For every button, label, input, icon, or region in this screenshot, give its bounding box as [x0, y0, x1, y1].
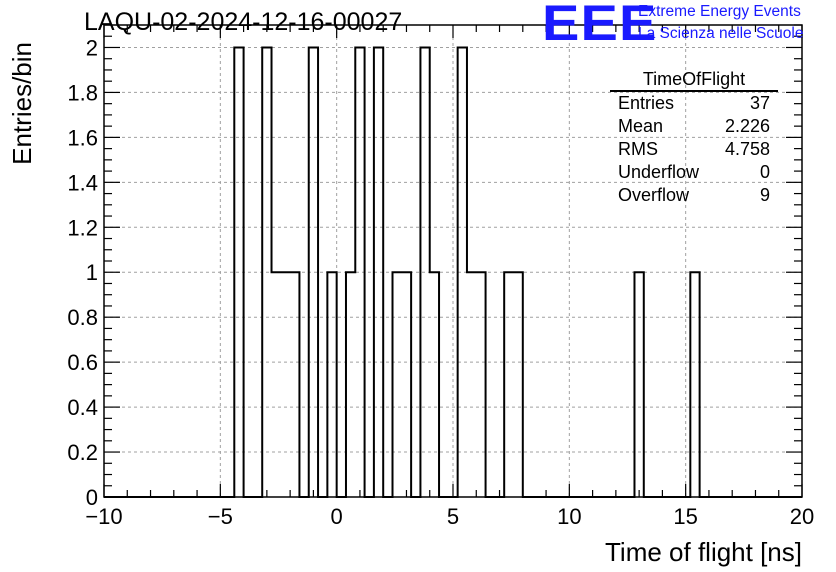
stats-value: 9	[759, 185, 770, 205]
x-axis-label: Time of flight [ns]	[605, 537, 802, 567]
stats-value: 37	[749, 93, 770, 113]
brand-name-line: Extreme Energy Events	[638, 3, 801, 20]
histogram-bin	[504, 272, 513, 497]
stats-label: Overflow	[618, 185, 690, 205]
y-tick-label: 0.4	[67, 395, 98, 420]
histogram-bin	[476, 272, 485, 497]
stats-label: Underflow	[618, 162, 700, 182]
y-tick-label: 0.2	[67, 440, 98, 465]
histogram-bin	[346, 272, 355, 497]
x-tick-label: 0	[331, 504, 343, 529]
stats-row-overflow: Overflow 9	[610, 184, 778, 207]
brand-subtitle-line: La Scienza nelle Scuole	[638, 25, 804, 42]
stats-label: Mean	[618, 116, 664, 136]
chart-title: LAQU-02-2024-12-16-00027	[84, 8, 403, 36]
histogram-bin	[393, 272, 402, 497]
histogram-bin	[690, 272, 699, 497]
histogram-bin	[272, 272, 281, 497]
y-tick-label: 1.6	[67, 125, 98, 150]
stats-value: 2.226	[724, 116, 770, 136]
stats-row-underflow: Underflow 0	[610, 161, 778, 184]
histogram-bin	[327, 272, 336, 497]
stats-label: Entries	[618, 93, 675, 113]
histogram-bin	[430, 272, 439, 497]
histogram-bin	[634, 272, 643, 497]
stats-row-mean: Mean 2.226	[610, 115, 778, 138]
histogram-bin	[402, 272, 411, 497]
stats-row-entries: Entries 37	[610, 92, 778, 115]
y-tick-label: 1.2	[67, 215, 98, 240]
histogram-bin	[281, 272, 290, 497]
axis-ticks	[103, 24, 803, 498]
x-tick-label: 10	[557, 504, 581, 529]
histogram-bin	[467, 272, 476, 497]
stats-row-rms: RMS 4.758	[610, 138, 778, 161]
grid-lines	[104, 25, 802, 497]
x-tick-label: −5	[208, 504, 233, 529]
y-tick-label: 1.4	[67, 170, 98, 195]
y-tick-label: 0.6	[67, 350, 98, 375]
statistics-title: TimeOfFlight	[610, 68, 778, 92]
stats-value: 4.758	[724, 139, 770, 159]
stats-label: RMS	[618, 139, 658, 159]
y-tick-label: 0	[86, 485, 98, 510]
y-tick-label: 2	[86, 35, 98, 60]
y-tick-label: 1.8	[67, 80, 98, 105]
eee-logo: EEE	[542, 0, 658, 51]
histogram-bin	[290, 272, 299, 497]
tick-labels: −10 −5 0 5 10 15 20 0 0.2 0.4 0.6 0.8 1 1.2 1.4 1.6 1.8 2	[67, 35, 814, 529]
x-tick-label: 20	[790, 504, 814, 529]
statistics-box: TimeOfFlight Entries 37 Mean 2.226 RMS 4…	[610, 68, 778, 207]
x-tick-label: −10	[85, 504, 122, 529]
x-tick-label: 5	[447, 504, 459, 529]
y-tick-label: 1	[86, 260, 98, 285]
x-tick-label: 15	[673, 504, 697, 529]
stats-value: 0	[759, 162, 770, 182]
y-tick-label: 0.8	[67, 305, 98, 330]
histogram-bin	[513, 272, 522, 497]
y-axis-label: Entries/bin	[7, 42, 37, 165]
